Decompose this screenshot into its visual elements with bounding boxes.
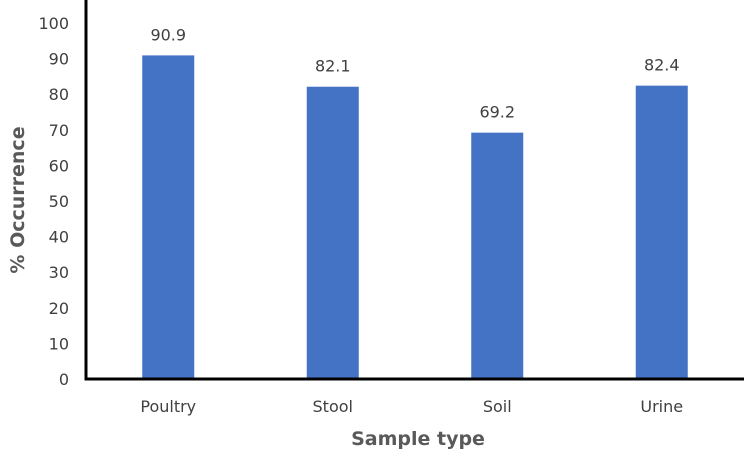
data-label: 82.4 [644,56,680,75]
bar-poultry [142,55,195,380]
x-axis-title: Sample type [351,428,485,450]
y-tick-label: 30 [49,263,69,282]
y-tick-label: 80 [49,85,69,104]
x-tick-label: Soil [483,397,512,416]
data-label: 82.1 [315,57,351,76]
data-label: 90.9 [150,25,186,44]
y-tick-label: 100 [38,14,69,33]
bar-stool [306,86,359,379]
y-tick-label: 40 [49,228,69,247]
y-tick-label: 90 [49,50,69,69]
y-tick-label: 70 [49,121,69,140]
y-tick-label: 10 [49,334,69,353]
y-tick-label: 20 [49,299,69,318]
bar-soil [471,132,524,379]
x-tick-label: Poultry [140,397,196,416]
x-tick-label: Urine [640,397,683,416]
y-axis-title: % Occurrence [7,126,29,273]
x-tick-label: Stool [313,397,353,416]
y-tick-label: 50 [49,192,69,211]
plot-area: 0 10 20 30 40 50 60 70 80 90 100 90.9 Poultry 82.1 Sto… [38,0,744,416]
y-tick-label: 60 [49,156,69,175]
data-label: 69.2 [479,103,515,122]
bar-urine [635,85,688,379]
y-tick-label: 0 [59,370,69,389]
